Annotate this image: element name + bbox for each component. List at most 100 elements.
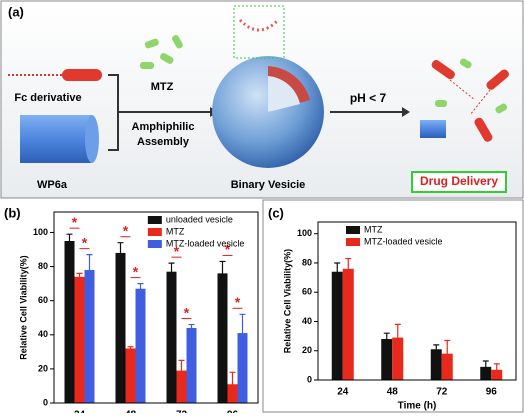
error-bar [433, 344, 440, 355]
y-tick-label: 60 [38, 295, 48, 305]
vesicle-core [268, 76, 300, 112]
legend-label: MTZ-loaded vesicle [364, 236, 443, 246]
error-bar [137, 283, 144, 295]
mtz-pills [140, 35, 183, 69]
significance-mark: * [123, 222, 129, 238]
error-bar [444, 339, 451, 368]
y-tick-label: 80 [302, 257, 312, 267]
x-tick-label: 72 [436, 387, 448, 398]
bar [125, 348, 136, 403]
y-tick-label: 60 [302, 287, 312, 297]
delivery-label: Drug Delivery [420, 174, 498, 188]
error-bar [178, 359, 185, 382]
assembly-label: Assembly [137, 136, 190, 148]
y-tick-label: 100 [33, 227, 48, 237]
legend-label: unloaded vesicle [166, 214, 233, 224]
x-tick-label: 48 [387, 387, 399, 398]
bar [480, 366, 492, 380]
bar [392, 337, 404, 380]
legend-swatch [147, 216, 162, 224]
bar [186, 327, 197, 403]
error-bar [383, 332, 390, 346]
bar [342, 268, 354, 380]
error-bar [345, 257, 352, 280]
panel-frame [262, 199, 524, 413]
significance-mark: * [174, 243, 180, 259]
error-bar [334, 262, 341, 282]
y-tick-label: 40 [302, 316, 312, 326]
x-tick-label: 72 [176, 410, 188, 413]
significance-mark: * [72, 214, 78, 230]
bar [217, 273, 228, 403]
wp6a-label: WP6a [37, 179, 68, 191]
zoom-box [233, 5, 285, 59]
y-tick-label: 80 [38, 261, 48, 271]
wp6a-end [85, 115, 99, 163]
mtz-label: MTZ [151, 81, 174, 93]
bar [64, 240, 75, 403]
x-tick-label: 96 [227, 410, 239, 413]
significance-mark: * [133, 263, 139, 279]
bar [237, 333, 248, 403]
bar [84, 269, 95, 403]
y-axis-label: Relative Cell Viability(%) [18, 255, 28, 359]
legend-swatch [346, 238, 360, 246]
bar [331, 271, 343, 380]
x-tick-label: 48 [125, 410, 137, 413]
significance-mark: * [225, 241, 231, 257]
error-bar [188, 323, 195, 332]
x-tick-label: 24 [337, 387, 349, 398]
error-bar [482, 360, 489, 374]
legend-label: MTZ [364, 224, 383, 234]
bar [381, 339, 393, 380]
significance-mark: * [82, 234, 88, 250]
bar [74, 276, 85, 403]
y-tick-label: 20 [302, 345, 312, 355]
bar [176, 370, 187, 403]
legend-swatch [147, 240, 162, 248]
error-bar [127, 346, 134, 351]
legend-swatch [147, 228, 162, 236]
error-bar [394, 323, 401, 352]
y-tick-label: 20 [38, 363, 48, 373]
y-axis-label: Relative Cell Viability(%) [282, 249, 292, 353]
bar [166, 271, 177, 403]
legend-swatch [346, 226, 360, 234]
panel-a: (a) Fc derivative WP6a MTZ Amphiphilic A… [0, 0, 524, 199]
bracket-arrow [108, 74, 210, 151]
x-tick-label: 24 [74, 410, 86, 413]
y-tick-label: 0 [307, 374, 312, 384]
panel-label: (a) [8, 4, 24, 19]
bar [430, 349, 442, 380]
y-tick-label: 0 [43, 397, 48, 407]
x-axis-label: Time (h) [398, 401, 437, 412]
error-bar [66, 233, 73, 249]
panel-label: (b) [4, 205, 21, 220]
plot-frame [53, 211, 259, 404]
error-bar [76, 272, 83, 281]
y-tick-label: 100 [297, 228, 312, 238]
y-tick-label: 40 [38, 329, 48, 339]
x-tick-label: 96 [486, 387, 498, 398]
assembly-label: Amphiphilic [132, 121, 195, 133]
significance-mark: * [184, 304, 190, 320]
bar [135, 288, 146, 403]
error-bar [168, 262, 175, 281]
vesicle-label: Binary Vesicie [231, 179, 306, 191]
ph-label: pH < 7 [350, 91, 387, 105]
panel-label: (c) [268, 205, 284, 220]
error-bar [86, 254, 93, 286]
significance-mark: * [235, 294, 241, 310]
plot-frame [317, 221, 517, 381]
error-bar [229, 371, 236, 397]
released-drugs [420, 58, 509, 142]
fc-head [62, 69, 102, 81]
legend-label: MTZ-loaded vesicle [166, 238, 245, 248]
error-bar [117, 242, 124, 264]
error-bar [219, 260, 226, 286]
legend-label: MTZ [166, 226, 185, 236]
error-bar [493, 363, 500, 377]
delivery-box [411, 171, 507, 193]
